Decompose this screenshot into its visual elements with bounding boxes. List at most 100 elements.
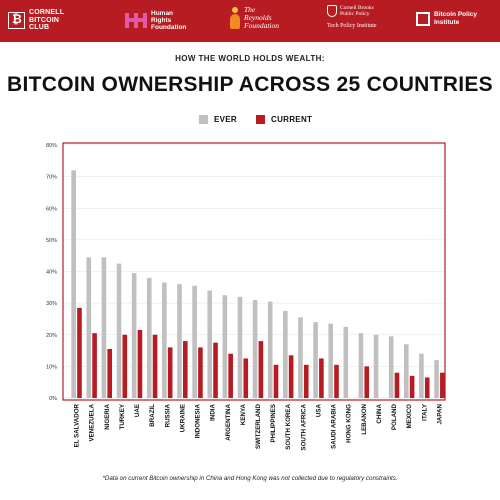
chart-footnote: *Data on current Bitcoin ownership in Ch… [102, 475, 398, 482]
bar-ever [222, 295, 228, 398]
plot-frame [62, 142, 446, 401]
y-tick-label: 0% [49, 396, 57, 402]
bar-current [152, 334, 158, 398]
cornell-shield-icon [327, 5, 337, 18]
bar-ever [207, 290, 213, 398]
bar-ever [283, 311, 288, 398]
bar-current [77, 307, 82, 398]
bar-current [228, 353, 233, 398]
x-tick-label: SAUDI ARABIA [331, 403, 338, 448]
bar-current [198, 347, 203, 398]
y-tick-label: 10% [46, 364, 57, 370]
x-tick-label: SOUTH AFRICA [300, 403, 307, 450]
x-tick-label: POLAND [391, 403, 398, 430]
bar-current [424, 377, 430, 398]
bar-ever [373, 334, 379, 398]
legend-swatch-ever [199, 115, 208, 124]
bar-ever [162, 282, 167, 398]
bar-ever [192, 285, 197, 398]
x-tick-label: INDIA [210, 403, 217, 420]
x-tick-label: RUSSIA [164, 403, 171, 427]
legend-item-ever: EVER [199, 115, 237, 124]
bar-ever [419, 353, 424, 398]
bar-ever [177, 284, 182, 398]
header-banner: CORNELL BITCOIN CLUB Human Rights Founda… [0, 0, 500, 42]
y-tick-label: 30% [46, 301, 57, 307]
cornell-brooks-logo: Cornell Brooks Public Policy Tech Policy… [327, 5, 377, 30]
bar-current [394, 372, 400, 398]
x-tick-label: VENEZUELA [89, 403, 96, 441]
x-tick-label: CHINA [376, 403, 383, 423]
bar-ever [267, 301, 273, 398]
bar-current [440, 372, 445, 398]
cornell-bitcoin-club-logo: CORNELL BITCOIN CLUB [8, 9, 64, 32]
bar-current [319, 358, 324, 398]
org-name: Human Rights Foundation [151, 10, 187, 31]
legend-swatch-current [256, 115, 265, 124]
bar-current [92, 333, 97, 398]
x-tick-label: ITALY [421, 403, 428, 421]
x-tick-label: UAE [134, 404, 141, 417]
y-tick-label: 70% [46, 175, 57, 181]
x-tick-label: INDONESIA [195, 403, 202, 438]
bar-current [303, 364, 309, 398]
y-tick-label: 50% [46, 238, 57, 244]
bitcoin-square-icon [8, 11, 25, 29]
chart-title: BITCOIN OWNERSHIP ACROSS 25 COUNTRIES [7, 73, 493, 96]
x-tick-label: UKRAINE [179, 404, 186, 432]
human-rights-foundation-logo: Human Rights Foundation [125, 10, 186, 31]
x-tick-label: NIGERIA [104, 403, 111, 429]
bar-ever [404, 344, 409, 398]
bar-ever [131, 273, 137, 398]
bar-ever [313, 322, 318, 398]
bar-current [409, 375, 415, 398]
legend-label-current: CURRENT [271, 115, 313, 124]
x-tick-label: JAPAN [436, 403, 443, 424]
bar-current [273, 364, 279, 398]
bar-ever [101, 257, 107, 398]
reynolds-flame-icon [228, 5, 242, 31]
bar-current [183, 341, 188, 398]
x-tick-label: KENYA [240, 403, 247, 425]
org-name: Bitcoin Policy Institute [434, 11, 477, 26]
bar-ever [71, 170, 76, 398]
bar-ever [86, 257, 92, 398]
chart-kicker: HOW THE WORLD HOLDS WEALTH: [175, 54, 325, 63]
bpi-square-icon [416, 11, 430, 26]
legend-item-current: CURRENT [256, 115, 312, 124]
org-name: CORNELL BITCOIN CLUB [29, 9, 65, 31]
legend-label-ever: EVER [214, 115, 237, 124]
x-tick-label: MEXICO [406, 404, 413, 429]
x-tick-label: LEBANON [361, 403, 368, 434]
bar-ever [358, 333, 364, 398]
y-tick-label: 60% [46, 206, 57, 212]
reynolds-foundation-logo: The Reynolds Foundation [228, 5, 279, 31]
bar-ever [146, 277, 152, 398]
bar-current [122, 334, 128, 398]
y-tick-label: 40% [46, 270, 57, 276]
bar-ever [388, 336, 394, 398]
x-tick-label: TURKEY [119, 403, 126, 429]
x-tick-label: SWITZERLAND [255, 403, 262, 449]
bar-ever [116, 263, 122, 398]
x-tick-label: SOUTH KOREA [285, 403, 292, 449]
bar-current [243, 358, 249, 398]
bitcoin-policy-institute-logo: Bitcoin Policy Institute [416, 11, 477, 26]
bar-ever [237, 296, 243, 398]
bar-current [213, 342, 218, 398]
bar-current [288, 355, 294, 398]
x-tick-label: HONG KONG [346, 404, 353, 443]
org-name: Cornell Brooks Public Policy [340, 5, 374, 18]
org-name: The Reynolds Foundation [244, 5, 279, 30]
y-tick-label: 20% [46, 333, 57, 339]
bar-current [137, 330, 143, 398]
org-tagline: Tech Policy Institute [327, 23, 377, 30]
bar-ever [252, 299, 258, 398]
bar-ever [343, 326, 349, 398]
bar-ever [298, 317, 303, 398]
y-tick-label: 80% [46, 143, 57, 149]
bar-current [364, 366, 370, 398]
x-tick-label: BRAZIL [149, 404, 156, 427]
x-tick-label: USA [315, 403, 322, 417]
bar-ever [328, 323, 333, 398]
